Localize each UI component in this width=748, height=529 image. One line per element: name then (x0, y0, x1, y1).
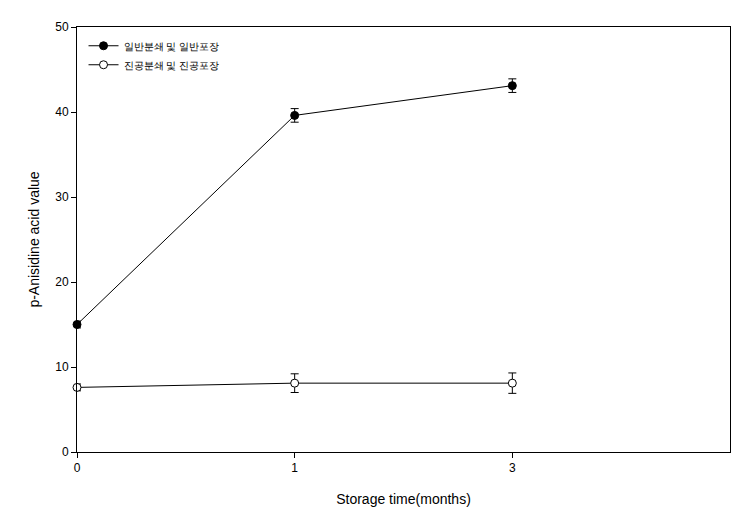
svg-text:20: 20 (55, 275, 69, 289)
svg-text:10: 10 (55, 360, 69, 374)
svg-text:p-Anisidine acid value: p-Anisidine acid value (26, 171, 42, 307)
svg-text:진공분쇄 및 진공포장: 진공분쇄 및 진공포장 (124, 60, 220, 71)
svg-text:Storage time(months): Storage time(months) (336, 491, 471, 507)
svg-text:30: 30 (55, 190, 69, 204)
svg-text:일반분쇄 및 일반포장: 일반분쇄 및 일반포장 (124, 41, 220, 52)
svg-text:40: 40 (55, 105, 69, 119)
svg-text:50: 50 (55, 20, 69, 34)
svg-text:3: 3 (509, 461, 516, 475)
svg-text:1: 1 (291, 461, 298, 475)
svg-text:0: 0 (74, 461, 81, 475)
svg-text:0: 0 (62, 445, 69, 459)
